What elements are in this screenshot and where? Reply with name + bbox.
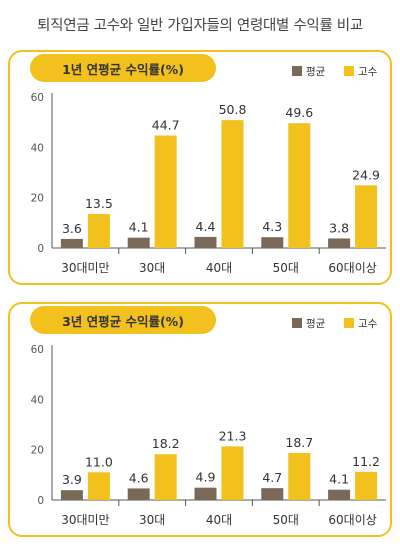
data-label-expert: 18.7 [285, 435, 313, 450]
y-tick-label: 40 [31, 394, 44, 406]
data-label-average: 4.3 [262, 219, 282, 234]
data-label-expert: 18.2 [152, 436, 180, 451]
data-label-average: 3.9 [62, 472, 82, 487]
x-tick-label: 30대미만 [61, 261, 109, 275]
y-tick-label: 0 [37, 495, 44, 507]
bar-average [328, 238, 351, 248]
bar-average [261, 488, 284, 500]
data-label-average: 4.1 [329, 472, 349, 487]
bar-expert [154, 454, 177, 500]
data-label-expert: 24.9 [352, 167, 380, 182]
chart-panel-3yr: 3년 연평균 수익률(%) 평균 고수 0 20 40 60 3.9 11.0 30대미만 4.6… [8, 302, 392, 537]
bar-average [194, 236, 217, 248]
bar-average [60, 490, 83, 500]
bar-average [60, 238, 83, 248]
bar-chart-1yr: 평균 고수 0 20 40 60 3.613.5 30대미만 4.1 44.7 30대 4.4 50.8… [31, 66, 386, 275]
legend-label-average: 평균 [306, 318, 326, 330]
y-tick-label: 60 [31, 344, 44, 356]
x-tick-label: 40대 [206, 261, 232, 275]
x-tick-label: 50대 [273, 513, 299, 527]
bar-expert [355, 471, 378, 500]
bar-average [328, 489, 351, 500]
legend-label-expert: 고수 [358, 66, 378, 78]
bar-chart-3yr: 평균 고수 0 20 40 60 3.911.0 30대미만 4.6 18.2 30대 4.9 21.3… [31, 318, 386, 527]
bar-expert [221, 120, 244, 248]
bar-average [127, 237, 150, 248]
x-tick-label: 30대 [139, 513, 165, 527]
bar-expert [288, 123, 311, 248]
data-label-expert: 44.7 [152, 118, 180, 133]
bar-expert [154, 135, 177, 248]
x-tick-label: 50대 [273, 261, 299, 275]
legend-swatch-average [292, 318, 302, 328]
legend-swatch-expert [344, 318, 354, 328]
legend-label-expert: 고수 [358, 318, 378, 330]
chart-panel-1yr: 1년 연평균 수익률(%) 평균 고수 0 20 40 60 3.6 13.5 30대미만 4.1… [8, 50, 392, 285]
data-label-expert: 50.8 [219, 102, 247, 117]
y-tick-label: 0 [37, 243, 44, 255]
data-label-average: 4.6 [129, 470, 149, 485]
data-label-expert: 21.3 [219, 428, 247, 443]
y-tick-label: 20 [31, 445, 44, 457]
chart-title-3yr: 3년 연평균 수익률(%) [30, 306, 216, 334]
bar-expert [221, 446, 244, 500]
data-label-average: 4.7 [262, 470, 282, 485]
data-label-expert: 11.0 [85, 454, 113, 469]
bar-expert [355, 185, 378, 248]
y-tick-label: 20 [31, 193, 44, 205]
data-label-average: 4.9 [196, 470, 216, 485]
data-label-average: 3.8 [329, 220, 349, 235]
x-tick-label: 30대미만 [61, 513, 109, 527]
page-title: 퇴직연금 고수와 일반 가입자들의 연령대별 수익률 비교 [37, 18, 363, 34]
chart-title-1yr: 1년 연평균 수익률(%) [30, 54, 216, 82]
legend-swatch-average [292, 66, 302, 76]
bar-expert [87, 214, 110, 248]
x-tick-label: 60대이상 [328, 261, 376, 275]
bar-average [127, 488, 150, 500]
legend-swatch-expert [344, 66, 354, 76]
data-label-average: 3.6 [62, 221, 82, 236]
bar-expert [87, 472, 110, 500]
y-tick-label: 40 [31, 142, 44, 154]
x-tick-label: 60대이상 [328, 513, 376, 527]
data-label-average: 4.4 [196, 219, 216, 234]
legend-label-average: 평균 [306, 66, 326, 78]
bar-expert [288, 452, 311, 500]
x-tick-label: 30대 [139, 261, 165, 275]
bar-average [261, 237, 284, 248]
data-label-average: 4.1 [129, 220, 149, 235]
x-tick-label: 40대 [206, 513, 232, 527]
bar-average [194, 487, 217, 500]
y-tick-label: 60 [31, 92, 44, 104]
data-label-expert: 49.6 [285, 105, 313, 120]
data-label-expert: 11.2 [352, 454, 380, 469]
data-label-expert: 13.5 [85, 196, 113, 211]
